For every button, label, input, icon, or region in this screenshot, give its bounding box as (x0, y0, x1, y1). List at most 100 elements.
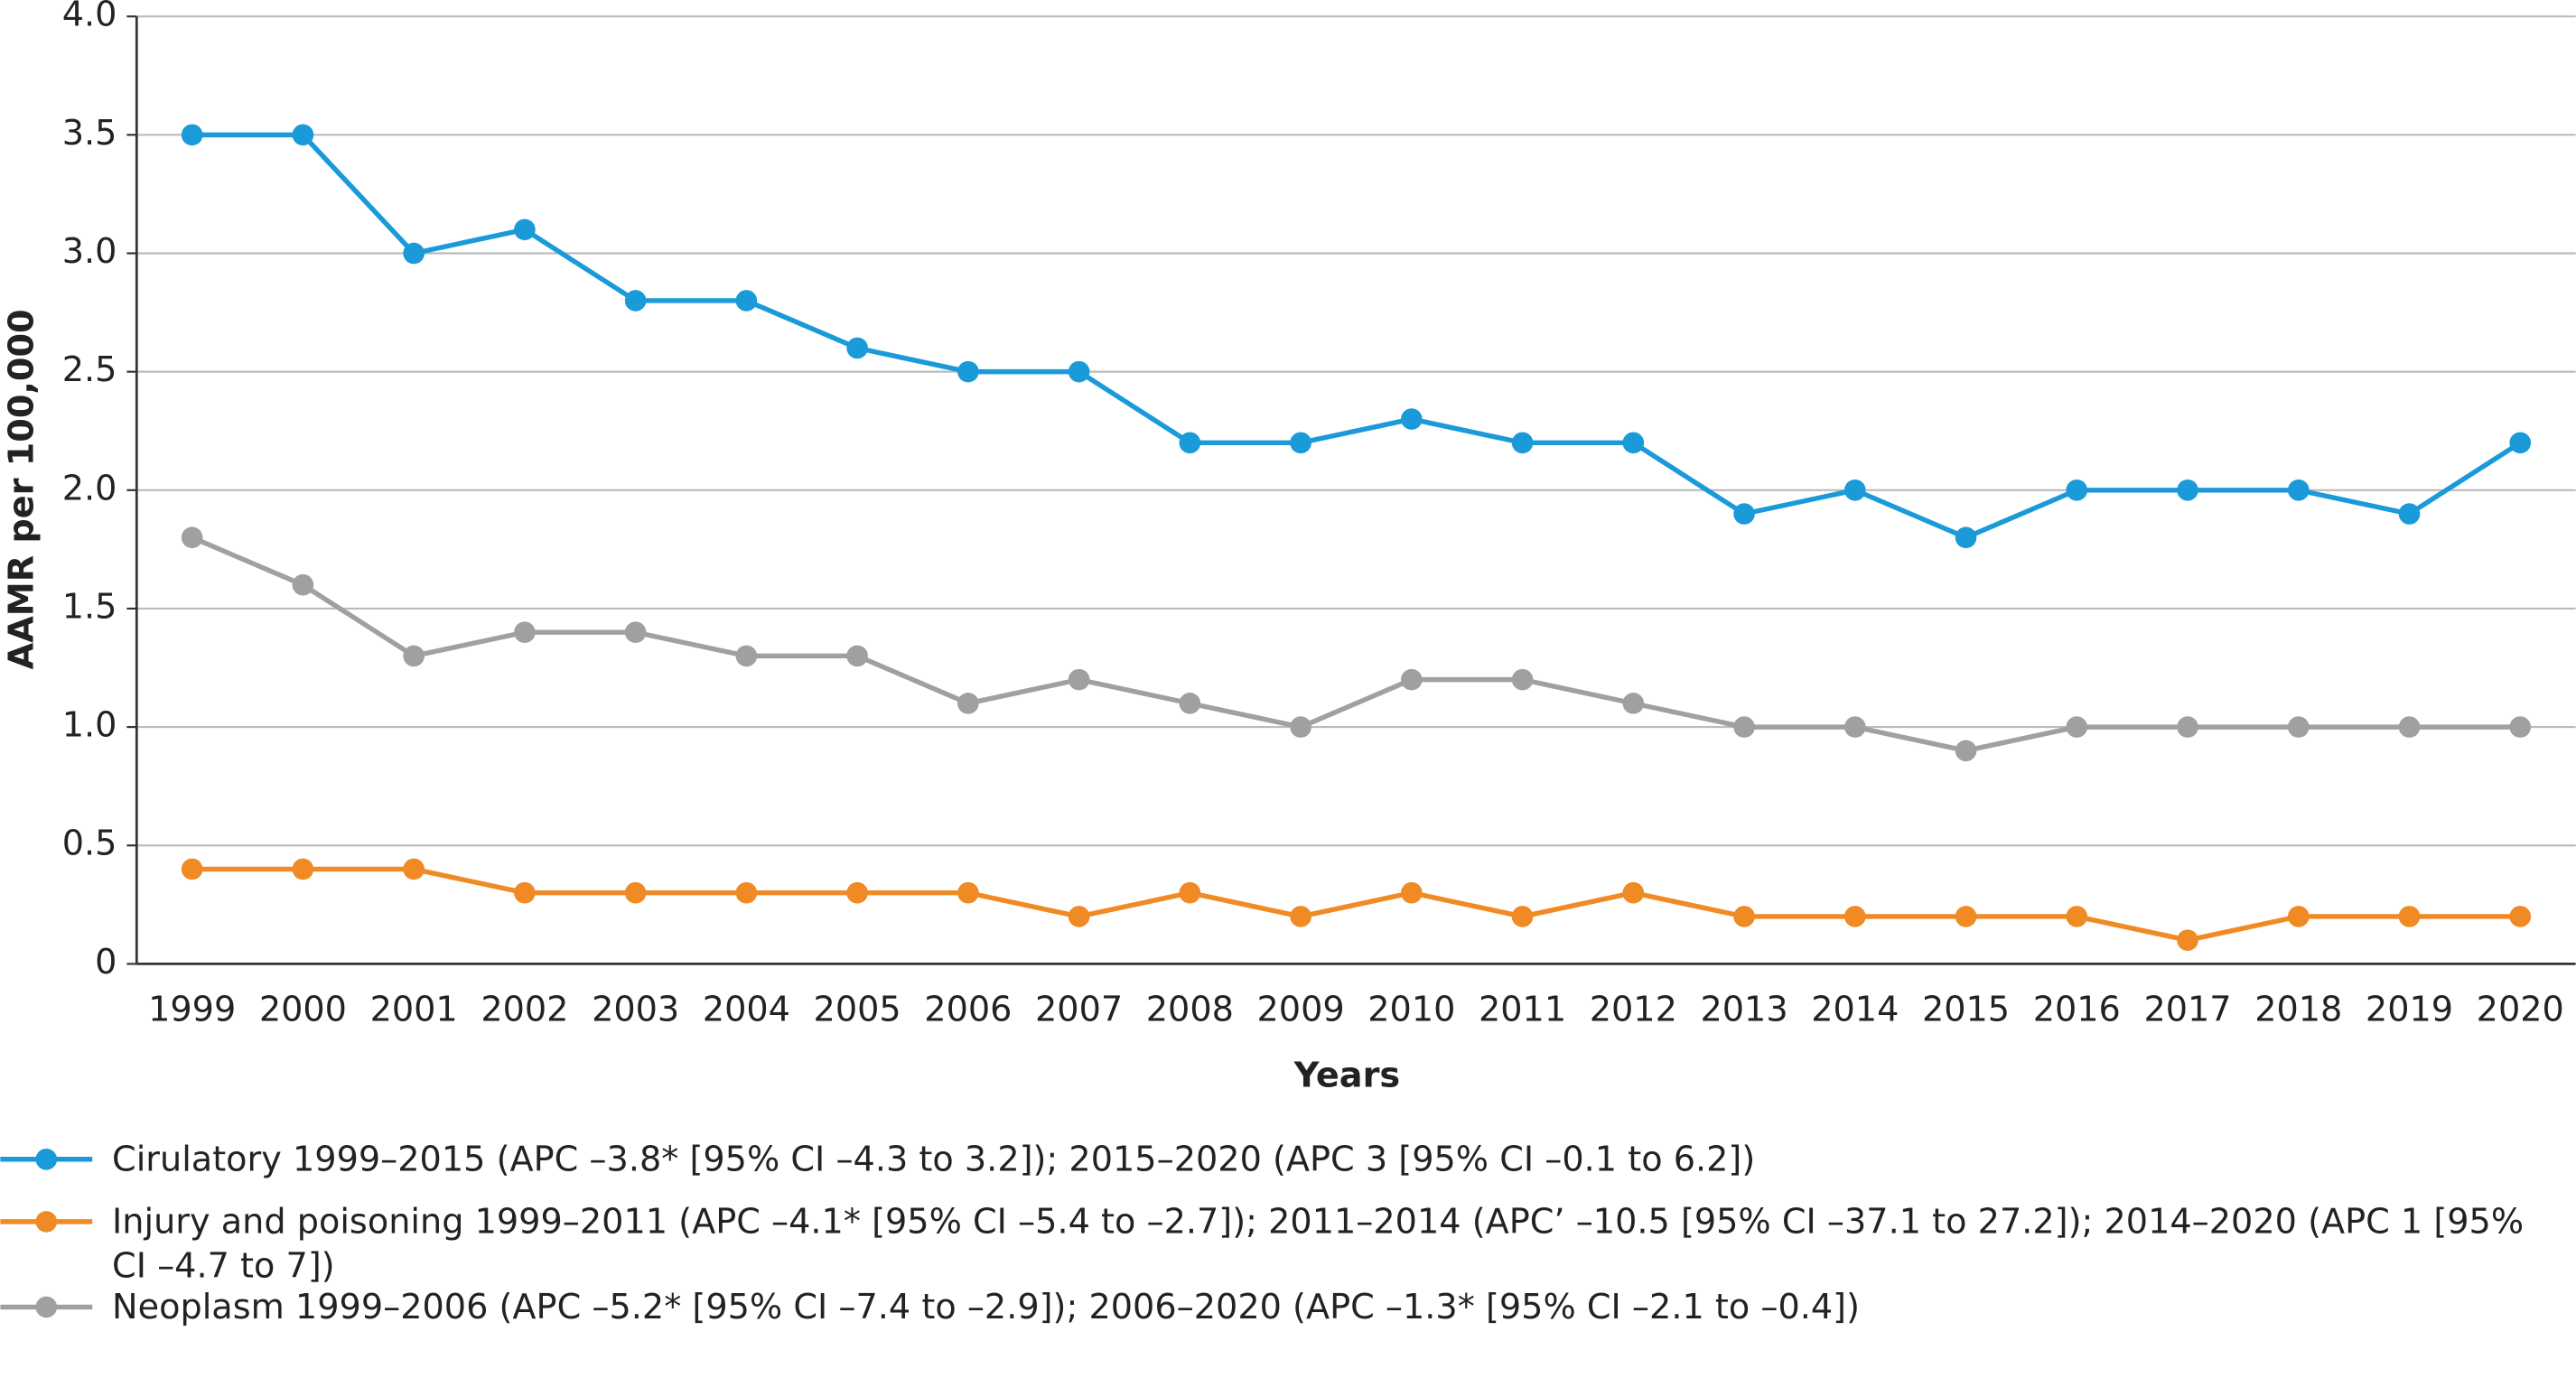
data-point (292, 124, 314, 146)
data-point (1511, 906, 1534, 927)
data-point (957, 360, 979, 383)
series-line (191, 535, 2521, 754)
x-tick-label: 2016 (2033, 991, 2121, 1030)
x-tick-label: 2010 (1367, 991, 1455, 1030)
x-tick-label: 1999 (148, 991, 236, 1030)
y-tick-label: 1.0 (62, 706, 117, 746)
data-point (1622, 432, 1645, 454)
x-tick-label: 2015 (1922, 991, 2010, 1030)
data-point (1733, 906, 1755, 927)
y-tick-label: 0 (95, 943, 117, 982)
x-tick-label: 2009 (1257, 991, 1345, 1030)
legend-marker (35, 1211, 58, 1233)
data-point (1401, 881, 1423, 904)
x-tick-label: 2013 (1700, 991, 1787, 1030)
legend-entry-box: Injury and poisoning 1999–2011 (APC –4.1… (112, 1202, 2524, 1286)
data-point (735, 881, 758, 904)
x-tick-label: 2017 (2143, 991, 2231, 1030)
data-point (957, 881, 979, 904)
data-point (1068, 360, 1090, 383)
legend-entry-box: Neoplasm 1999–2006 (APC –5.2* [95% CI –7… (112, 1287, 1861, 1327)
data-point (292, 858, 314, 880)
data-point (181, 124, 203, 146)
data-point (514, 621, 536, 643)
data-point (957, 693, 979, 714)
y-tick-label: 0.5 (62, 824, 117, 864)
x-tick-label: 2000 (259, 991, 347, 1030)
data-point (2509, 716, 2532, 738)
x-tick-label: 2020 (2477, 991, 2564, 1030)
data-point (1843, 479, 1866, 501)
y-axis-label: AAMR per 100,000 (2, 309, 42, 669)
data-point (1733, 716, 1755, 738)
data-point (846, 337, 868, 359)
x-tick-label: 2007 (1035, 991, 1123, 1030)
y-tick-label: 2.0 (62, 469, 117, 508)
series-line (191, 866, 2521, 943)
x-tick-label: 2004 (703, 991, 790, 1030)
data-point (1068, 906, 1090, 927)
data-point (2066, 716, 2088, 738)
data-point (2287, 716, 2310, 738)
data-point (2287, 479, 2310, 501)
x-tick-label: 2012 (1590, 991, 1677, 1030)
data-point (2398, 716, 2421, 738)
x-tick-label: 2006 (924, 991, 1012, 1030)
legend-entry-box: Cirulatory 1999–2015 (APC –3.8* [95% CI … (112, 1139, 1756, 1179)
y-tick-label: 3.5 (62, 114, 117, 154)
data-point (1511, 668, 1534, 691)
data-point (1290, 432, 1311, 454)
data-point (1843, 716, 1866, 738)
data-point (1733, 503, 1755, 525)
data-point (2177, 479, 2198, 501)
series-line (191, 132, 2522, 541)
y-tick-label: 3.0 (62, 232, 117, 272)
data-point (1179, 693, 1201, 714)
data-point (181, 526, 203, 549)
data-point (624, 621, 647, 643)
data-point (1401, 668, 1423, 691)
data-point (181, 858, 203, 880)
data-point (2509, 432, 2532, 454)
x-tick-label: 2011 (1479, 991, 1566, 1030)
x-tick-label: 2014 (1811, 991, 1899, 1030)
legend-label: Neoplasm 1999–2006 (APC –5.2* [95% CI –7… (112, 1287, 1861, 1327)
data-point (2177, 929, 2198, 951)
data-point (1511, 432, 1534, 454)
data-point (2509, 906, 2532, 927)
data-point (514, 219, 536, 241)
data-point (2177, 716, 2198, 738)
data-point (514, 881, 536, 904)
data-point (2287, 906, 2310, 927)
legend-label: Cirulatory 1999–2015 (APC –3.8* [95% CI … (112, 1139, 1756, 1179)
legend-marker (35, 1148, 58, 1170)
y-tick-label: 2.5 (62, 350, 117, 390)
data-point (735, 645, 758, 667)
data-point (1955, 906, 1977, 927)
data-point (1843, 906, 1866, 927)
x-tick-label: 2008 (1146, 991, 1234, 1030)
data-point (403, 242, 425, 265)
data-point (2066, 906, 2088, 927)
data-point (846, 881, 868, 904)
y-tick-label: 4.0 (62, 0, 117, 35)
data-point (1622, 693, 1645, 714)
data-point (624, 290, 647, 312)
y-tick-label: 1.5 (62, 587, 117, 627)
data-point (624, 881, 647, 904)
data-point (403, 645, 425, 667)
data-point (1401, 408, 1423, 430)
data-point (1290, 716, 1311, 738)
data-point (1955, 740, 1977, 762)
data-point (1179, 432, 1201, 454)
data-point (403, 858, 425, 880)
data-point (1179, 881, 1201, 904)
x-tick-label: 2001 (370, 991, 458, 1030)
data-point (735, 290, 758, 312)
data-point (1622, 881, 1645, 904)
x-tick-label: 2005 (814, 991, 901, 1030)
data-point (2066, 479, 2088, 501)
data-point (292, 573, 314, 596)
